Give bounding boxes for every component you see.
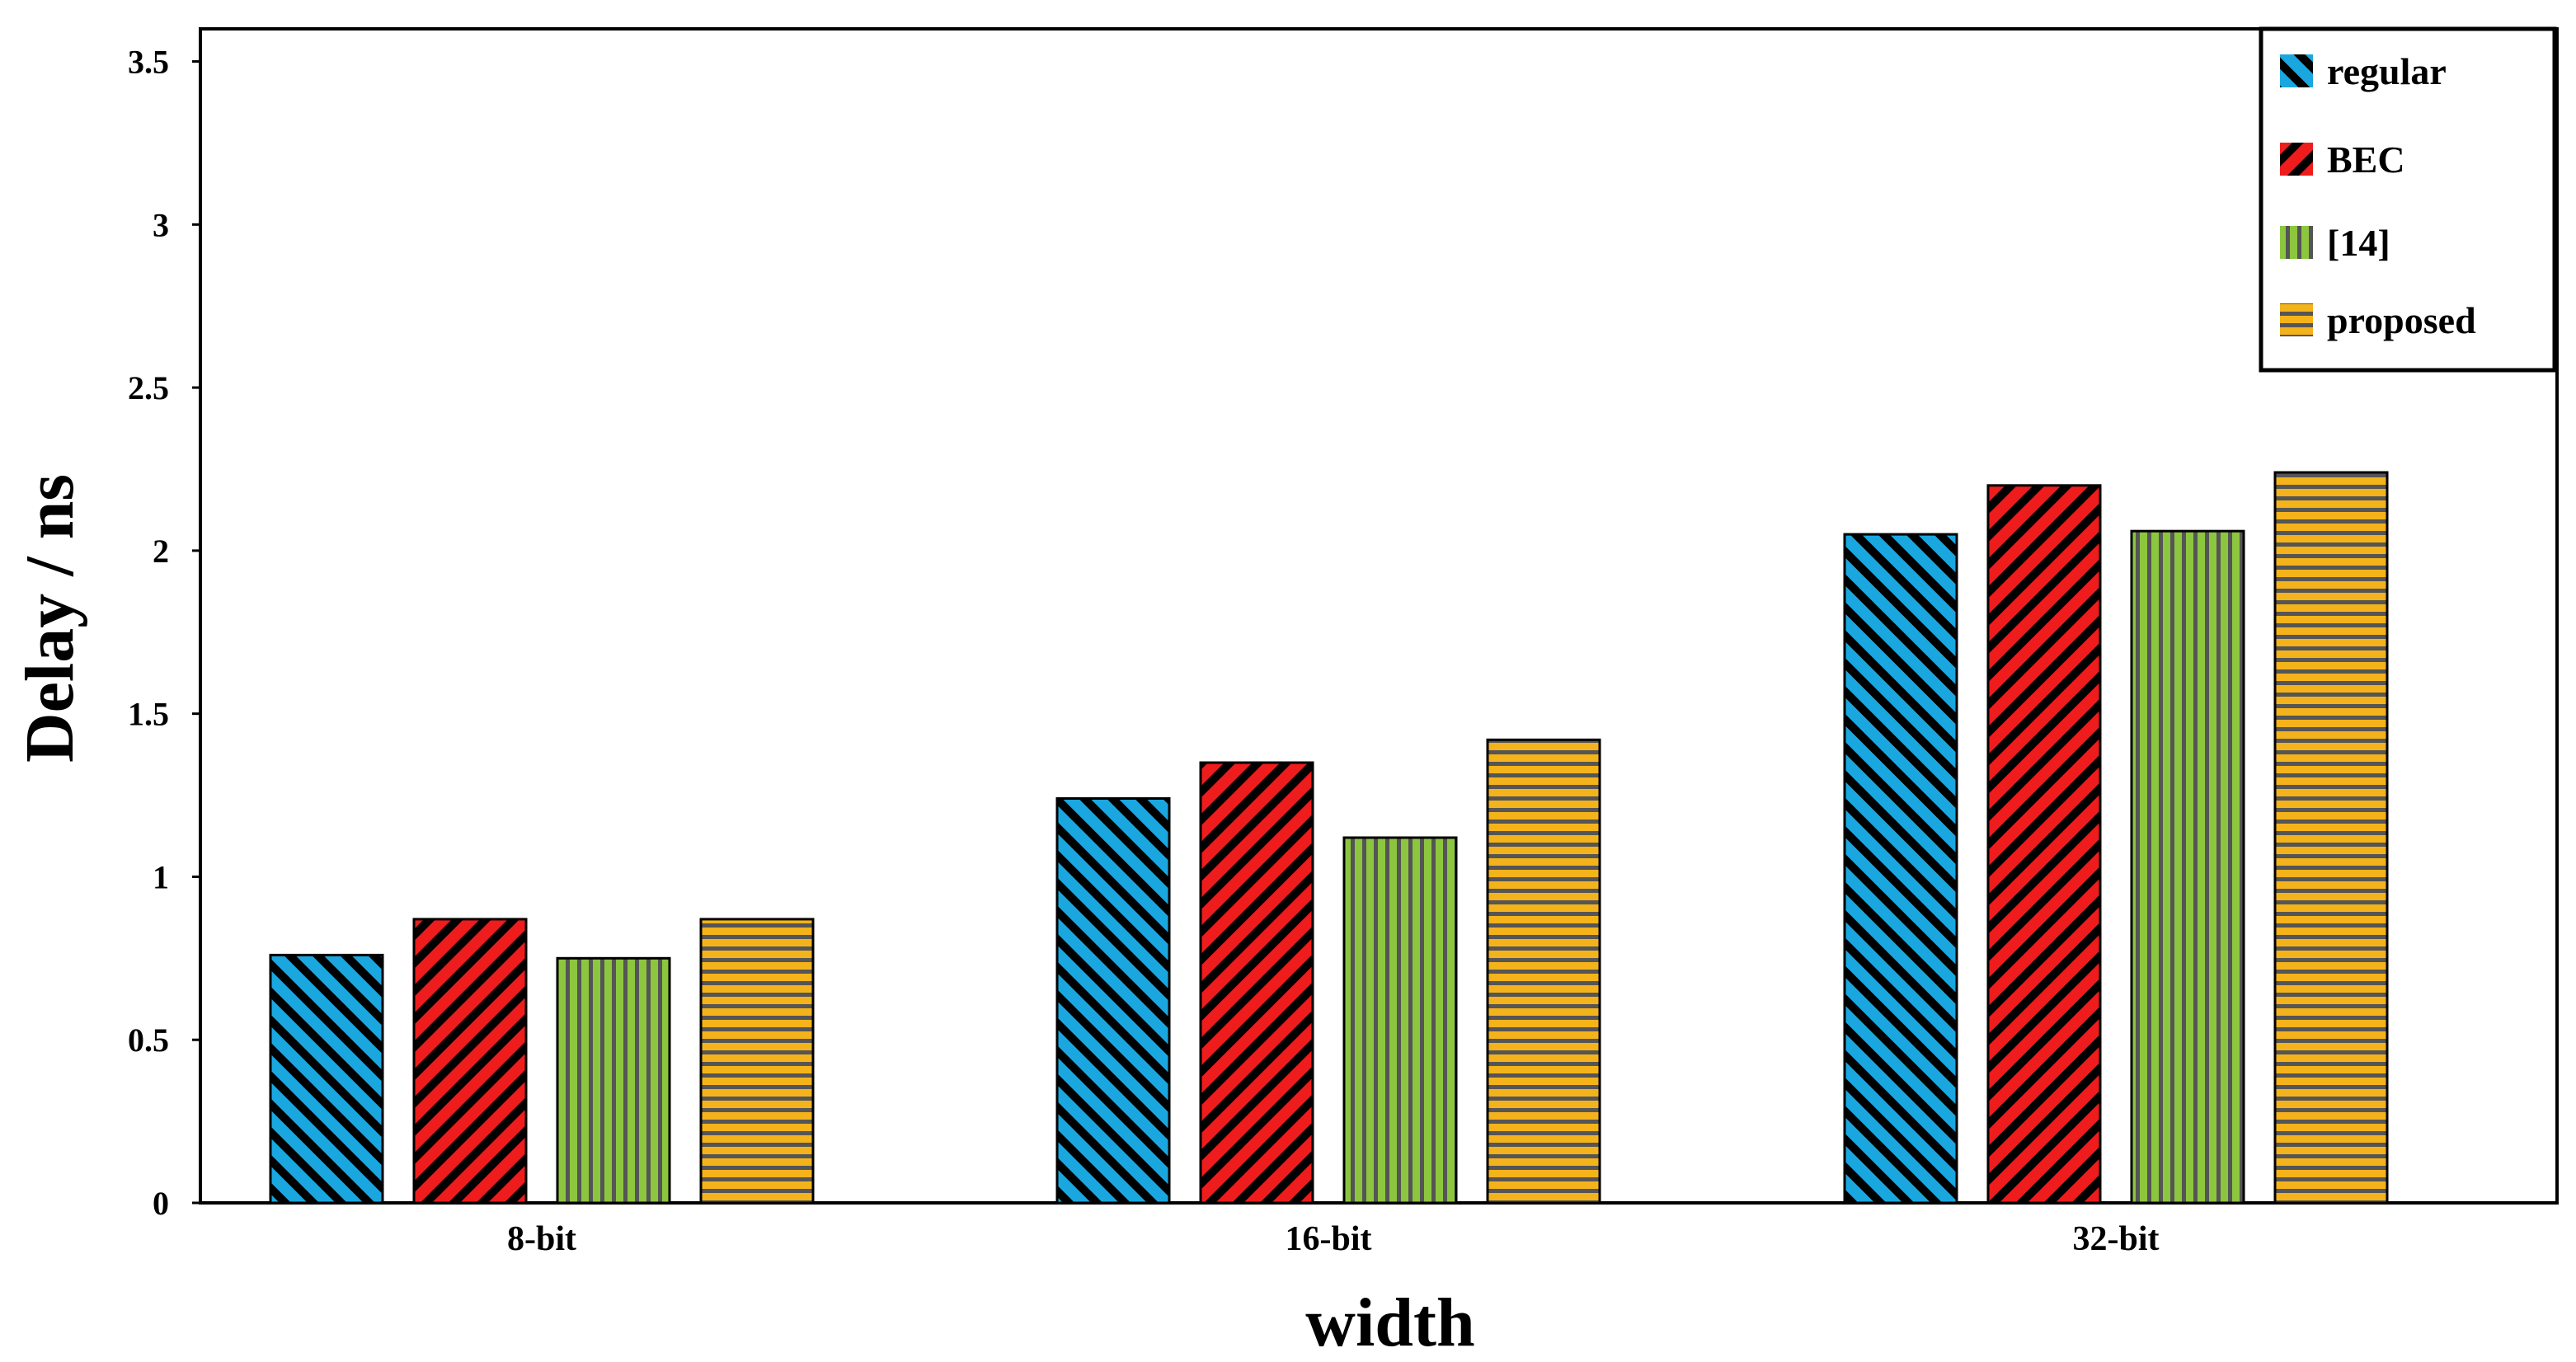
x-axis-label: width [1305, 1285, 1474, 1361]
x-tick-label: 32-bit [2073, 1220, 2160, 1258]
y-tick-label: 3 [153, 206, 169, 243]
x-tick-label: 16-bit [1286, 1220, 1372, 1258]
x-tick-label: 8-bit [507, 1220, 576, 1258]
y-tick-label: 1 [153, 858, 169, 895]
bar-14-8-bit [556, 956, 671, 1205]
legend-label: proposed [2327, 299, 2476, 341]
y-tick-label: 1.5 [128, 696, 169, 733]
legend-swatch [2280, 303, 2313, 336]
bar-14-16-bit [1342, 836, 1458, 1205]
bar-proposed-16-bit [1486, 738, 1601, 1205]
bar-bec-32-bit [1986, 484, 2102, 1205]
legend-swatch [2280, 54, 2313, 87]
y-tick-label: 2.5 [128, 369, 169, 406]
legend-swatch [2280, 226, 2313, 259]
legend-label: [14] [2327, 222, 2390, 264]
bar-14-32-bit [2130, 529, 2245, 1205]
y-axis-ticks: 0 0.5 1 1.5 2 2.5 3 3.5 [128, 44, 200, 1222]
bar-bec-16-bit [1199, 761, 1314, 1205]
legend-swatch [2280, 143, 2313, 176]
bar-regular-16-bit [1055, 797, 1171, 1205]
bar-bec-8-bit [412, 918, 528, 1205]
bar-proposed-32-bit [2273, 471, 2389, 1205]
y-tick-label: 2 [153, 533, 169, 570]
legend-label: BEC [2327, 139, 2405, 181]
y-tick-label: 3.5 [128, 44, 169, 81]
legend: regular BEC [14] proposed [2259, 26, 2557, 373]
bar-regular-8-bit [269, 953, 384, 1205]
x-axis-ticks: 8-bit 16-bit 32-bit [507, 1220, 2160, 1258]
bar-regular-32-bit [1843, 533, 1958, 1205]
bar-proposed-8-bit [699, 918, 815, 1205]
bars-group [269, 471, 2389, 1205]
y-tick-label: 0.5 [128, 1022, 169, 1059]
y-axis-label: Delay / ns [12, 474, 88, 763]
y-tick-label: 0 [153, 1185, 169, 1222]
legend-label: regular [2327, 50, 2447, 92]
